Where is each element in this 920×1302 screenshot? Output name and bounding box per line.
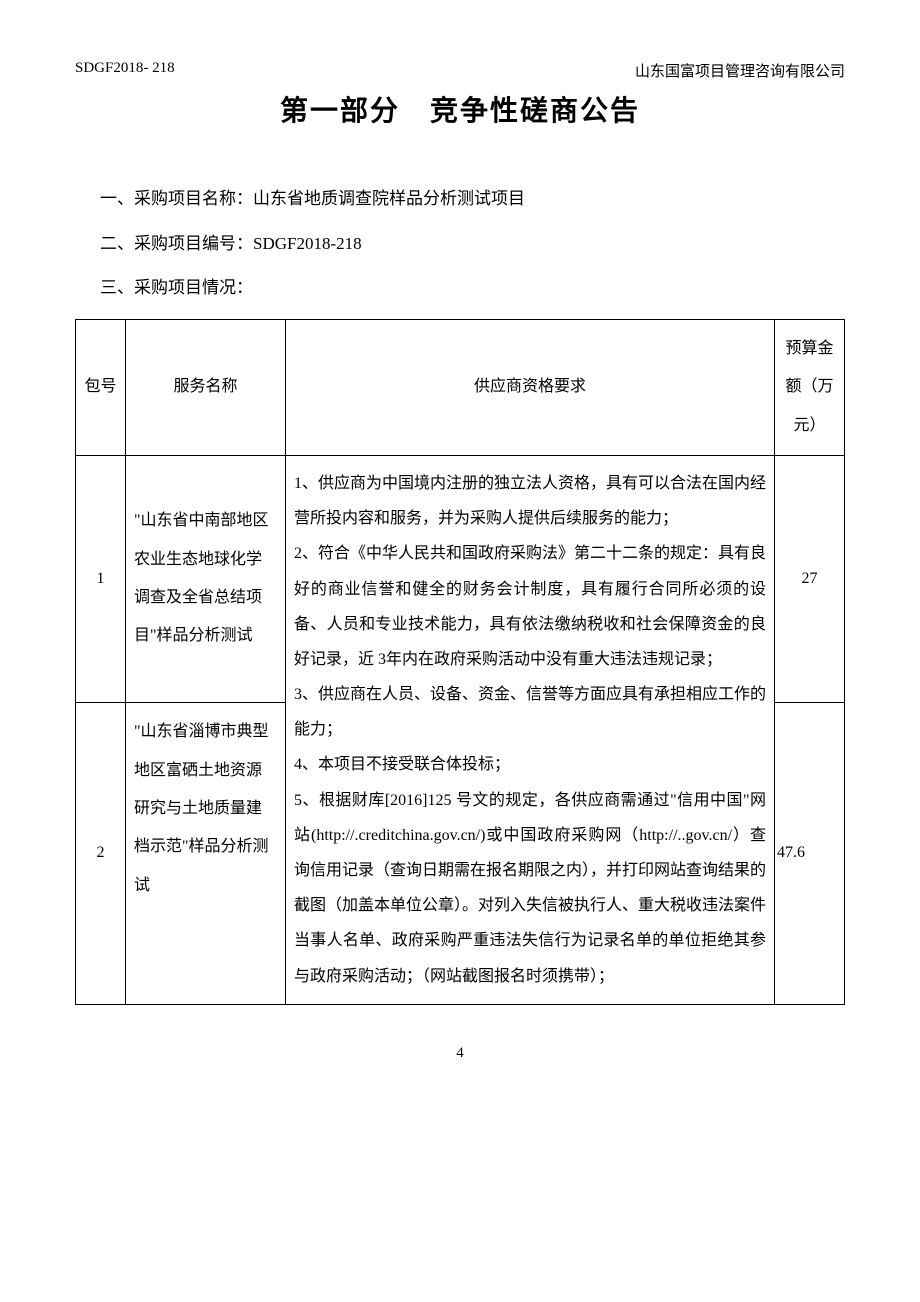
table-row: 1 "山东省中南部地区农业生态地球化学调查及全省总结项目"样品分析测试 1、供应… [76, 455, 845, 702]
table-header-row: 包号 服务名称 供应商资格要求 预算金额（万元） [76, 319, 845, 455]
requirements-text: 1、供应商为中国境内注册的独立法人资格，具有可以合法在国内经营所投内容和服务，并… [294, 466, 766, 994]
cell-package-num: 2 [76, 703, 126, 1005]
header-requirements: 供应商资格要求 [286, 319, 775, 455]
cell-package-num: 1 [76, 455, 126, 702]
document-header: SDGF2018- 218 山东国富项目管理咨询有限公司 [75, 60, 845, 81]
page-number: 4 [75, 1045, 845, 1062]
cell-service-name: "山东省淄博市典型地区富硒土地资源研究与土地质量建档示范"样品分析测试 [126, 703, 286, 1005]
procurement-table: 包号 服务名称 供应商资格要求 预算金额（万元） 1 "山东省中南部地区农业生态… [75, 319, 845, 1005]
procurement-table-container: 包号 服务名称 供应商资格要求 预算金额（万元） 1 "山东省中南部地区农业生态… [75, 319, 845, 1005]
doc-code: SDGF2018- 218 [75, 60, 175, 81]
info-project-name: 一、采购项目名称：山东省地质调查院样品分析测试项目 [75, 184, 845, 215]
company-name: 山东国富项目管理咨询有限公司 [635, 60, 845, 81]
header-service-name: 服务名称 [126, 319, 286, 455]
header-package-num: 包号 [76, 319, 126, 455]
page-title: 第一部分 竞争性磋商公告 [75, 89, 845, 129]
cell-requirements: 1、供应商为中国境内注册的独立法人资格，具有可以合法在国内经营所投内容和服务，并… [286, 455, 775, 1004]
info-project-status: 三、采购项目情况： [75, 273, 845, 304]
cell-budget: 47.6 [775, 703, 845, 1005]
header-budget: 预算金额（万元） [775, 319, 845, 455]
cell-service-name: "山东省中南部地区农业生态地球化学调查及全省总结项目"样品分析测试 [126, 455, 286, 702]
info-project-code: 二、采购项目编号：SDGF2018-218 [75, 229, 845, 260]
cell-budget: 27 [775, 455, 845, 702]
